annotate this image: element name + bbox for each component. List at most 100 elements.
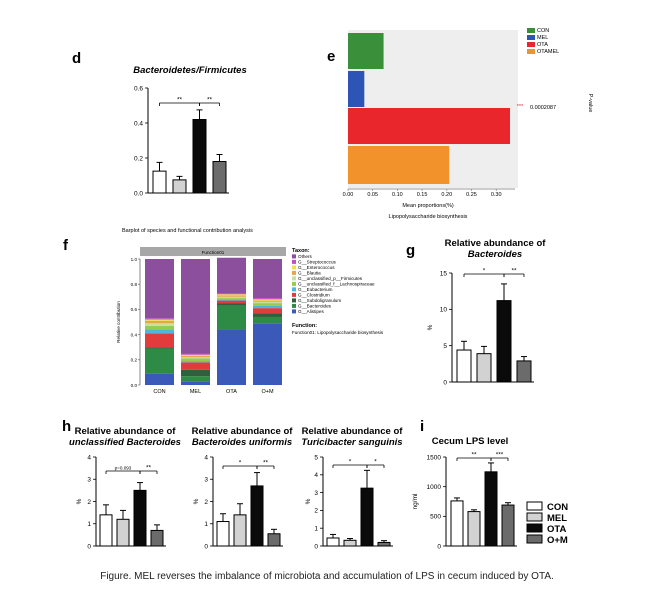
panel-e-legend-label: OTAMEL	[537, 49, 559, 55]
panel-i-bar-OTA	[484, 471, 498, 547]
panel-f-legend-swatch	[292, 265, 296, 270]
panel-f-segment-OTA	[217, 300, 246, 304]
panel-f-strip	[140, 247, 286, 256]
panel-h3-sig-label: *	[349, 459, 352, 466]
panel-g-sig-label: **	[511, 268, 517, 275]
figure-caption: Figure. MEL reverses the imbalance of mi…	[100, 571, 554, 582]
panel-e-legend-label: CON	[537, 28, 549, 34]
panel-f-legend-swatch	[292, 287, 296, 292]
panel-f-segment-CON	[145, 320, 174, 324]
panel-g-title: Relative abundance of	[445, 238, 547, 249]
panel-h1-bar-MEL	[116, 518, 130, 547]
panel-d-bar-CON	[152, 170, 167, 194]
panel-g-title-italic: Bacteroides	[468, 249, 522, 260]
panel-f-segment-O+M	[253, 313, 282, 317]
panel-h3-bar-MEL	[343, 539, 357, 547]
panel-d-label: d	[72, 50, 81, 67]
panel-f-segment-OTA	[217, 299, 246, 301]
panel-f-ytick-label: 0.0	[131, 383, 138, 388]
panel-e-ylabel: P-value	[587, 94, 593, 113]
panel-i-sig-label: ***	[496, 452, 504, 459]
panel-f-segment-OTA	[217, 298, 246, 300]
panel-h1-ylabel: %	[76, 498, 83, 504]
panel-g-bar-CON	[456, 349, 472, 383]
panel-f-legend-swatch	[292, 276, 296, 281]
panel-g-bar-OTA	[496, 300, 512, 383]
panel-d-ytick-label: 0.2	[134, 155, 143, 162]
panel-f-segment-MEL	[181, 381, 210, 385]
panel-d-ytick-label: 0.0	[134, 190, 143, 197]
panel-f-function-title: Function:	[292, 323, 317, 329]
panel-h2-sig-label: **	[263, 460, 269, 467]
panel-f-ytick-label: 1.0	[131, 257, 138, 262]
panel-d-sig-label: **	[177, 97, 183, 104]
panel-f-legend-swatch	[292, 298, 296, 303]
legend-swatch-OTA	[526, 523, 543, 533]
panel-h2-ylabel: %	[193, 498, 200, 504]
panel-i-ytick-label: 1000	[427, 484, 442, 491]
panel-f-legend-label: G__Alistipes	[298, 309, 324, 314]
panel-d-ytick-label: 0.6	[134, 85, 143, 92]
panel-i-ytick-label: 500	[430, 514, 441, 521]
panel-g-ytick-label: 5	[443, 343, 447, 350]
panel-h1-ytick-label: 2	[87, 499, 91, 506]
panel-f-segment-OTA	[217, 305, 246, 330]
panel-f-title: Barplot of species and functional contri…	[122, 228, 253, 234]
panel-f-segment-MEL	[181, 353, 210, 355]
panel-h2-bar-MEL	[233, 514, 247, 547]
panel-e-xtick-label: 0.00	[343, 192, 354, 198]
panel-h1-sig-label: **	[146, 465, 152, 472]
panel-f-legend-label: G__Clostridium	[298, 293, 330, 298]
panel-f-segment-CON	[145, 318, 174, 320]
panel-f-segment-O+M	[253, 259, 282, 299]
panel-f-segment-CON	[145, 329, 174, 334]
panel-h3-sig-label: *	[374, 459, 377, 466]
panel-i-bar-MEL	[467, 511, 481, 547]
panel-g-bar-MEL	[476, 353, 492, 383]
panel-f-category-label: OTA	[226, 389, 237, 395]
panel-h3-ytick-label: 5	[314, 454, 318, 461]
panel-f-segment-OTA	[217, 294, 246, 296]
panel-f-legend-label: G__Eubacterium	[298, 287, 333, 292]
panel-e-xtick-label: 0.30	[491, 192, 502, 198]
panel-e-bar-MEL	[348, 71, 365, 107]
panel-h3-ytick-label: 2	[314, 508, 318, 515]
panel-d-ytick-label: 0.4	[134, 120, 143, 127]
panel-e-xlabel: Mean proportions(%)	[402, 203, 454, 209]
panel-i-ylabel: ng/ml	[412, 493, 419, 509]
panel-f-ytick-label: 0.6	[131, 307, 138, 312]
panel-h1-ytick-label: 0	[87, 543, 91, 550]
panel-f-legend-swatch	[292, 259, 296, 264]
legend-swatch-CON	[526, 501, 543, 511]
panel-h2-title: Relative abundance of	[192, 426, 294, 437]
panel-f-taxon-title: Taxon:	[292, 248, 310, 254]
panel-e-label: e	[327, 48, 335, 65]
panel-e-pvalue-stars: ***	[517, 104, 524, 110]
panel-h3-ytick-label: 3	[314, 490, 318, 497]
panel-h3-bar-CON	[326, 537, 340, 547]
panel-f-segment-O+M	[253, 308, 282, 314]
panel-f-segment-OTA	[217, 329, 246, 385]
panel-i-ytick-label: 0	[437, 543, 441, 550]
panel-f-segment-CON	[145, 347, 174, 349]
panel-h1-bar-O+M	[150, 529, 164, 547]
panel-g-sig-label: *	[483, 268, 486, 275]
panel-e-pvalue: 0.0002087	[530, 105, 556, 111]
panel-f-segment-CON	[145, 319, 174, 321]
panel-h2-ytick-label: 4	[204, 454, 208, 461]
panel-h3-title-italic: Turicibacter sanguinis	[301, 437, 402, 448]
panel-e-legend-swatch	[527, 49, 535, 54]
panel-h1-label: h	[62, 418, 71, 435]
panel-h2-bar-O+M	[267, 533, 281, 547]
panel-e-xtick-label: 0.20	[441, 192, 452, 198]
panel-h2-bar-OTA	[250, 485, 264, 547]
panel-e-legend-label: MEL	[537, 35, 548, 41]
panel-f-legend-swatch	[292, 270, 296, 275]
panel-i-title: Cecum LPS level	[432, 436, 509, 447]
panel-g-ytick-label: 0	[443, 379, 447, 386]
panel-e-legend-label: OTA	[537, 42, 548, 48]
panel-h2-ytick-label: 0	[204, 543, 208, 550]
legend-label-CON: CON	[547, 502, 568, 513]
panel-g-ytick-label: 15	[440, 270, 448, 277]
panel-f-function-text: Function01: Lipopolysaccharide biosynthe…	[292, 330, 384, 335]
